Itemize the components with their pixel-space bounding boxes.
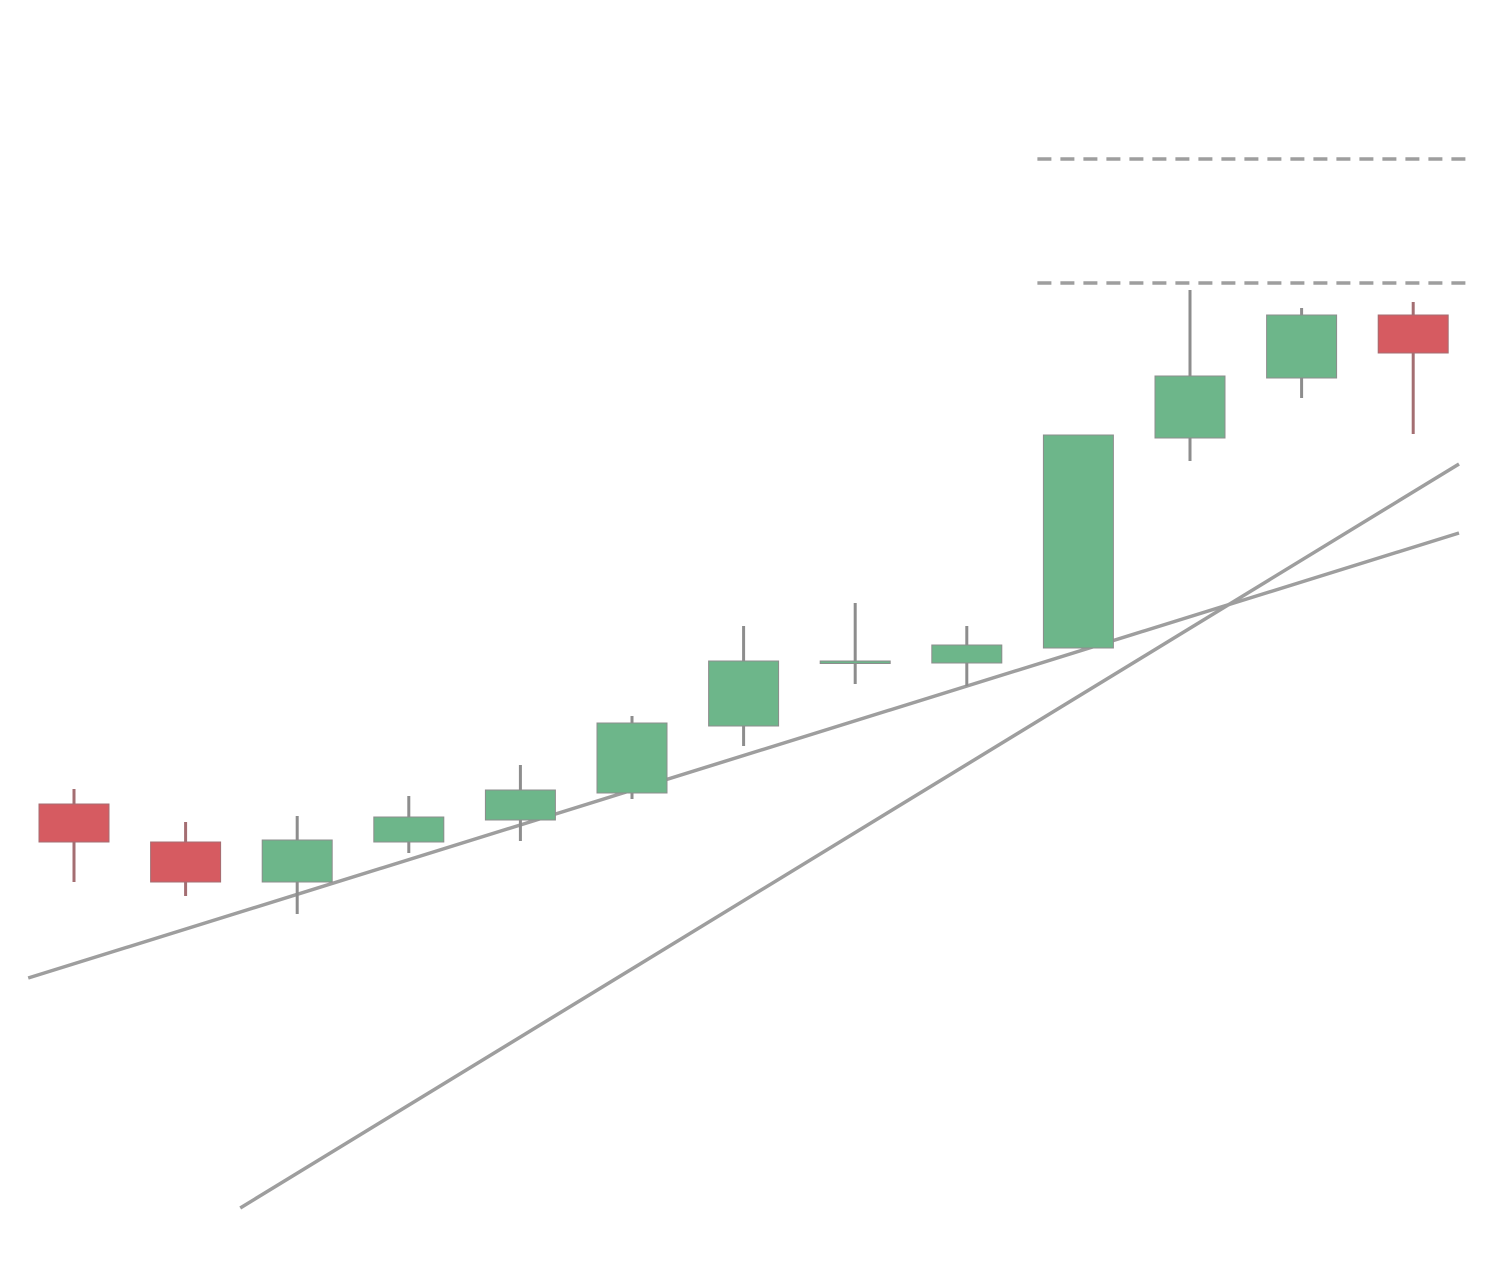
candle-12 xyxy=(1266,308,1338,398)
candle-2 xyxy=(150,822,222,896)
candle-8 xyxy=(819,603,891,684)
candle-body xyxy=(708,660,780,727)
candle-5 xyxy=(484,765,556,841)
candle-body xyxy=(484,789,556,821)
candle-13 xyxy=(1377,302,1449,434)
candle-body xyxy=(373,816,445,843)
candle-body xyxy=(1266,314,1338,379)
trendline-1 xyxy=(27,531,1460,980)
candle-body xyxy=(819,660,891,664)
candle-body xyxy=(38,803,110,843)
candle-4 xyxy=(373,796,445,853)
candles-layer xyxy=(38,290,1449,914)
candle-body xyxy=(1377,314,1449,354)
candle-6 xyxy=(596,716,668,799)
candle-body xyxy=(150,841,222,883)
candle-body xyxy=(261,839,333,883)
candle-body xyxy=(596,722,668,794)
candle-body xyxy=(931,644,1003,664)
candle-body xyxy=(1154,375,1226,439)
candle-9 xyxy=(931,626,1003,686)
candle-7 xyxy=(708,626,780,746)
candle-3 xyxy=(261,816,333,914)
candle-11 xyxy=(1154,290,1226,461)
candle-1 xyxy=(38,789,110,882)
trendlines-layer xyxy=(27,462,1460,1210)
candle-body xyxy=(1042,434,1114,649)
levels-layer xyxy=(1037,157,1469,285)
trendline-2 xyxy=(239,462,1460,1210)
candle-10 xyxy=(1042,434,1114,649)
